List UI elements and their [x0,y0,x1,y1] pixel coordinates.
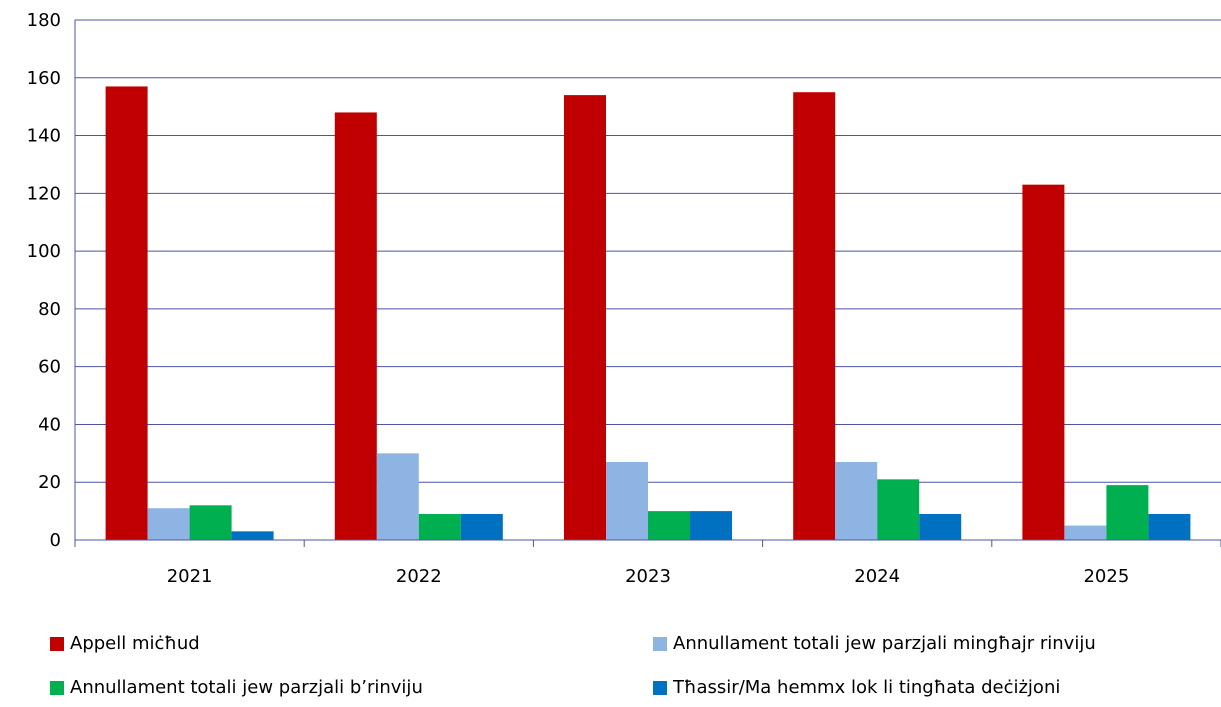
bar [147,508,190,540]
axes [74,20,1221,547]
y-tick-label: 0 [50,530,61,551]
y-tick-label: 20 [38,472,61,493]
bar [105,86,148,540]
bar [877,479,920,540]
y-tick-label: 40 [38,414,61,435]
bar [1148,514,1191,540]
bar [376,453,419,540]
bar [418,514,461,540]
x-tick-label: 2021 [167,566,213,587]
bar [460,514,503,540]
x-tick-label: 2025 [1083,566,1129,587]
x-tick-label: 2023 [625,566,671,587]
bars [105,86,1191,540]
y-tick-label: 60 [38,357,61,378]
bar [1106,485,1149,540]
y-tick-label: 120 [27,183,61,204]
bar [1022,184,1065,540]
x-axis-ticks: 2021 2022 2023 2024 2025 [167,566,1130,587]
y-axis-ticks: 0 20 40 60 80 100 120 140 160 180 [27,10,61,551]
bar [793,92,836,540]
bar [564,95,606,540]
gridlines [75,19,1221,483]
x-tick-label: 2022 [396,566,442,587]
y-tick-label: 80 [38,299,61,320]
bar [648,511,690,540]
y-tick-label: 160 [27,68,61,89]
y-tick-label: 100 [27,241,61,262]
y-tick-label: 180 [27,10,61,31]
bar [1064,525,1107,540]
bar [919,514,962,540]
bar [835,462,878,540]
bar [334,112,377,540]
y-tick-label: 140 [27,126,61,147]
x-tick-label: 2024 [854,566,900,587]
bar [690,511,732,540]
bar [231,531,274,540]
bar [606,462,648,540]
bar [189,505,232,540]
